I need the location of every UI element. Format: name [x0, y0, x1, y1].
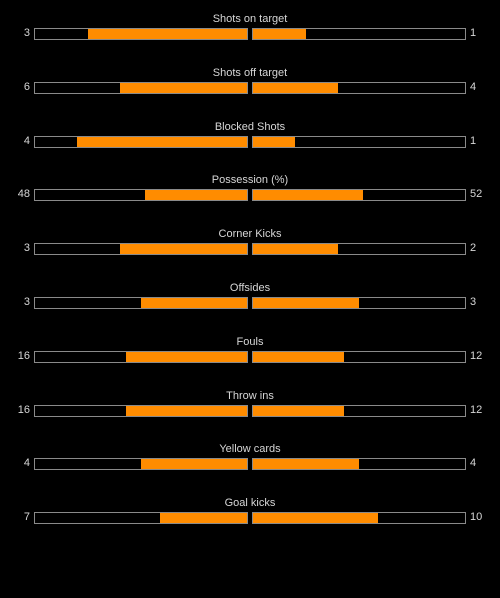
home-bar [34, 512, 248, 524]
home-value: 4 [23, 135, 30, 147]
stat-label: Goal kicks [224, 497, 276, 509]
home-value: 4 [23, 457, 30, 469]
away-bar [252, 512, 466, 524]
home-value: 48 [17, 188, 30, 200]
away-bar [252, 351, 466, 363]
stat-row: Shots on target 3 1 [0, 12, 500, 42]
stat-label: Throw ins [226, 390, 274, 402]
away-bar-fill [253, 190, 364, 200]
away-bar-fill [253, 137, 296, 147]
home-value: 16 [17, 404, 30, 416]
home-bar-fill [159, 513, 247, 523]
home-bar-fill [141, 459, 247, 469]
away-value: 12 [470, 350, 483, 362]
stat-row: Blocked Shots 4 1 [0, 120, 500, 150]
away-value: 1 [470, 135, 477, 147]
stat-row: Offsides 3 3 [0, 281, 500, 311]
home-value: 3 [23, 242, 30, 254]
home-bar [34, 458, 248, 470]
stat-row: Yellow cards 4 4 [0, 442, 500, 472]
away-value: 1 [470, 27, 477, 39]
away-bar [252, 82, 466, 94]
away-bar [252, 136, 466, 148]
home-value: 3 [23, 27, 30, 39]
home-bar [34, 189, 248, 201]
home-bar [34, 136, 248, 148]
home-bar [34, 405, 248, 417]
home-bar [34, 82, 248, 94]
stat-label: Offsides [229, 282, 271, 294]
home-bar [34, 351, 248, 363]
home-bar-fill [88, 29, 247, 39]
home-bar-fill [125, 352, 247, 362]
home-bar [34, 28, 248, 40]
away-bar-fill [253, 83, 338, 93]
stat-label: Possession (%) [211, 174, 289, 186]
home-bar-fill [119, 83, 247, 93]
stat-label: Shots off target [212, 67, 288, 79]
stat-label: Shots on target [212, 13, 288, 25]
home-bar [34, 297, 248, 309]
away-bar-fill [253, 352, 344, 362]
home-value: 7 [23, 511, 30, 523]
away-value: 4 [470, 81, 477, 93]
home-bar-fill [141, 298, 247, 308]
home-value: 16 [17, 350, 30, 362]
away-bar-fill [253, 513, 378, 523]
stat-label: Corner Kicks [218, 228, 282, 240]
home-value: 3 [23, 296, 30, 308]
stat-label: Blocked Shots [214, 121, 286, 133]
stat-row: Goal kicks 7 10 [0, 496, 500, 526]
stat-label: Fouls [236, 336, 264, 348]
home-value: 6 [23, 81, 30, 93]
away-value: 12 [470, 404, 483, 416]
away-value: 4 [470, 457, 477, 469]
away-bar-fill [253, 459, 359, 469]
away-bar-fill [253, 244, 338, 254]
away-bar [252, 405, 466, 417]
away-bar-fill [253, 29, 306, 39]
stat-row: Corner Kicks 3 2 [0, 227, 500, 257]
stat-row: Throw ins 16 12 [0, 389, 500, 419]
away-bar [252, 458, 466, 470]
away-bar-fill [253, 298, 359, 308]
away-value: 2 [470, 242, 477, 254]
home-bar-fill [125, 406, 247, 416]
away-bar-fill [253, 406, 344, 416]
away-value: 3 [470, 296, 477, 308]
stat-row: Shots off target 6 4 [0, 66, 500, 96]
away-bar [252, 28, 466, 40]
stat-label: Yellow cards [219, 443, 281, 455]
away-bar [252, 189, 466, 201]
home-bar [34, 243, 248, 255]
stat-row: Fouls 16 12 [0, 335, 500, 365]
home-bar-fill [77, 137, 247, 147]
away-value: 10 [470, 511, 483, 523]
away-value: 52 [470, 188, 483, 200]
away-bar [252, 243, 466, 255]
home-bar-fill [145, 190, 247, 200]
away-bar [252, 297, 466, 309]
stat-row: Possession (%) 48 52 [0, 173, 500, 203]
home-bar-fill [119, 244, 247, 254]
